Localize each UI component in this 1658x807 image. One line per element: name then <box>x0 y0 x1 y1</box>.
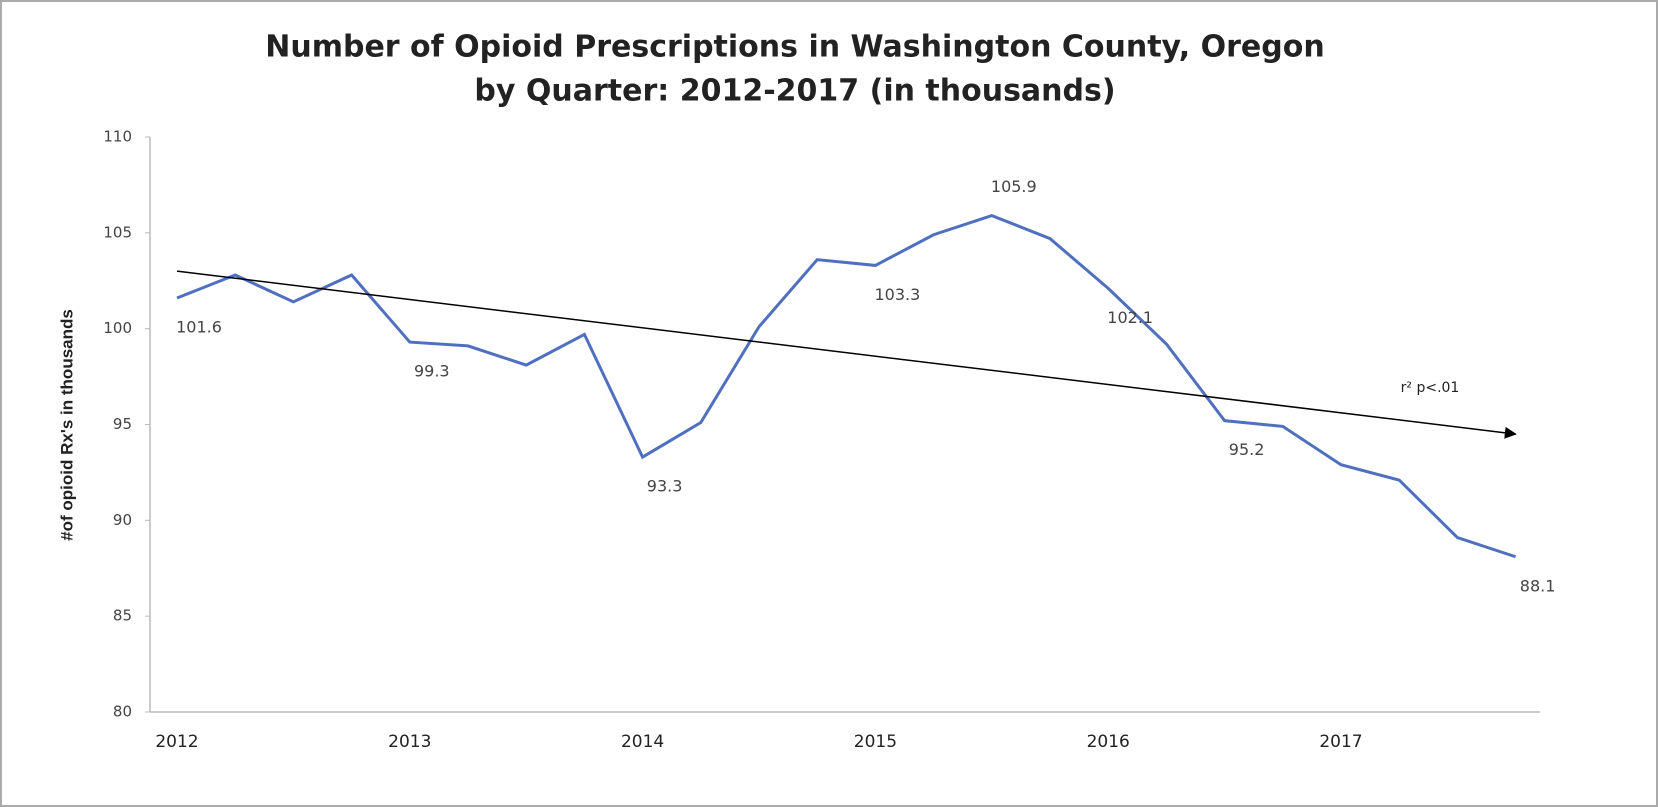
x-tick-label: 2016 <box>1087 732 1130 752</box>
y-tick-label: 95 <box>113 415 132 433</box>
data-label: 95.2 <box>1229 440 1265 459</box>
data-label: 105.9 <box>991 177 1037 196</box>
data-label: 88.1 <box>1520 576 1556 595</box>
y-tick-label: 110 <box>103 128 132 146</box>
y-tick-label: 80 <box>113 703 132 721</box>
annotation: r² p<.01 <box>1401 380 1460 396</box>
data-label: 103.3 <box>874 285 920 304</box>
data-line <box>176 213 1517 559</box>
data-label: 101.6 <box>176 318 222 337</box>
data-label: 93.3 <box>647 477 683 496</box>
x-tick-label: 2014 <box>621 732 664 752</box>
data-label: 99.3 <box>414 362 450 381</box>
x-tick-label: 2015 <box>854 732 897 752</box>
y-axis-label: #of opioid Rx's in thousands <box>57 309 76 541</box>
trend-line <box>176 270 1517 439</box>
x-tick-label: 2012 <box>155 732 198 752</box>
y-tick-label: 100 <box>103 319 132 337</box>
chart-subtitle: by Quarter: 2012-2017 (in thousands) <box>474 74 1115 109</box>
y-tick-label: 85 <box>113 607 132 625</box>
y-tick-label: 90 <box>113 511 132 529</box>
x-tick-label: 2017 <box>1319 732 1362 752</box>
x-tick-label: 2013 <box>388 732 431 752</box>
data-label: 102.1 <box>1107 308 1153 327</box>
y-tick-label: 105 <box>103 223 132 241</box>
chart-title: Number of Opioid Prescriptions in Washin… <box>265 30 1324 65</box>
